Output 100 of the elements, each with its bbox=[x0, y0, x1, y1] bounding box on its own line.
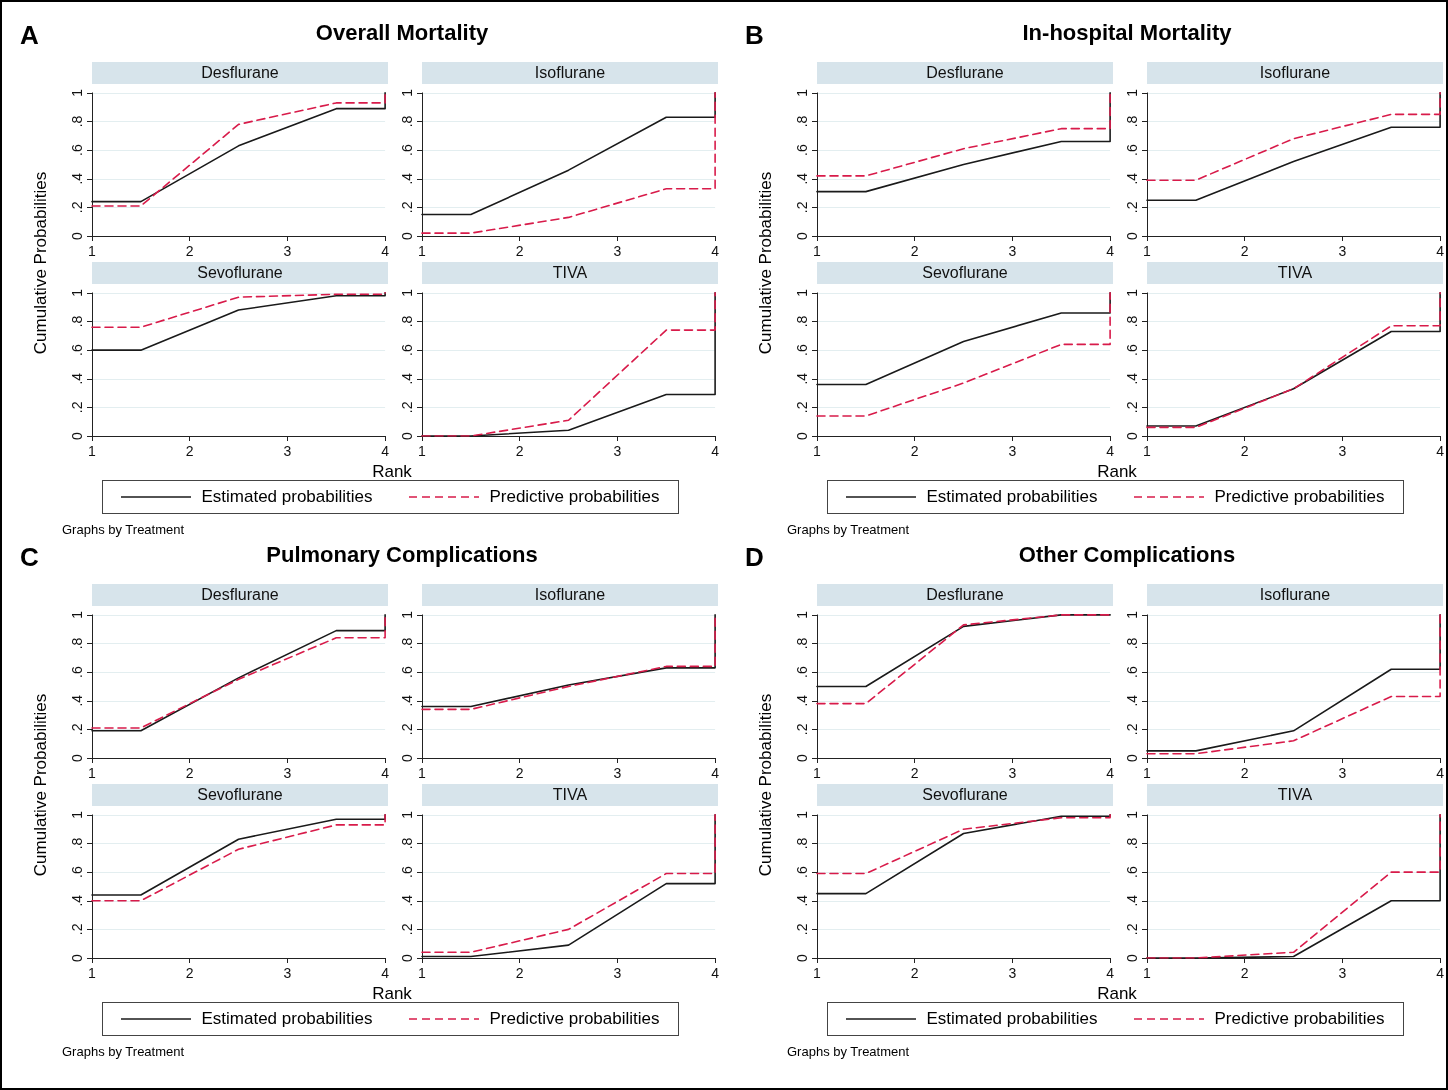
y-tick-label: .2 bbox=[794, 201, 810, 214]
x-tick-label: 3 bbox=[1338, 765, 1347, 781]
x-tick-label: 2 bbox=[910, 443, 919, 459]
y-tick-label: 0 bbox=[1124, 953, 1140, 962]
x-tick-label: 2 bbox=[1240, 243, 1249, 259]
y-tick-label: 1 bbox=[1124, 810, 1140, 819]
y-tick-label: 1 bbox=[794, 88, 810, 97]
y-tick-label: .4 bbox=[399, 694, 415, 707]
y-tick-label: .2 bbox=[1124, 401, 1140, 414]
x-tick-label: 2 bbox=[515, 443, 524, 459]
x-tick-label: 2 bbox=[185, 443, 194, 459]
x-axis-title: Rank bbox=[1096, 462, 1138, 482]
x-tick-label: 3 bbox=[1008, 443, 1017, 459]
x-axis-title: Rank bbox=[371, 462, 413, 482]
text: B bbox=[745, 20, 764, 51]
text: Graphs by Treatment bbox=[62, 1044, 185, 1059]
y-tick-label: 1 bbox=[1124, 610, 1140, 619]
y-tick-label: 0 bbox=[69, 753, 85, 762]
y-tick-label: .6 bbox=[1124, 866, 1140, 878]
x-tick-label: 2 bbox=[185, 243, 194, 259]
y-tick-label: .2 bbox=[399, 923, 415, 936]
y-tick-label: .6 bbox=[399, 144, 415, 156]
y-tick-label: .6 bbox=[1124, 344, 1140, 356]
y-tick-label: .2 bbox=[399, 401, 415, 414]
x-tick-label: 1 bbox=[813, 443, 822, 459]
x-tick-label: 4 bbox=[381, 243, 390, 259]
y-tick-label: .6 bbox=[69, 866, 85, 878]
x-tick-label: 1 bbox=[1143, 243, 1152, 259]
text: Graphs by Treatment bbox=[787, 522, 910, 537]
x-tick-label: 4 bbox=[1106, 765, 1115, 781]
y-tick-label: .6 bbox=[69, 344, 85, 356]
y-tick-label: .8 bbox=[69, 315, 85, 328]
y-tick-label: 1 bbox=[399, 88, 415, 97]
y-tick-label: .4 bbox=[399, 894, 415, 907]
chart-title: TIVA bbox=[422, 784, 718, 806]
legend-label: Estimated probabilities bbox=[201, 487, 373, 507]
text: Pulmonary Complications bbox=[266, 542, 538, 567]
x-tick-label: 1 bbox=[418, 443, 427, 459]
chart-title: Sevoflurane bbox=[92, 262, 388, 284]
y-axis-title: Cumulative Probabilities bbox=[756, 692, 776, 879]
chart-title: Isoflurane bbox=[422, 584, 718, 606]
y-tick-label: .6 bbox=[1124, 666, 1140, 678]
x-tick-label: 4 bbox=[1436, 443, 1445, 459]
x-tick-label: 4 bbox=[711, 243, 720, 259]
y-tick-label: .4 bbox=[69, 372, 85, 385]
chart-title: Desflurane bbox=[817, 584, 1113, 606]
y-tick-label: 1 bbox=[399, 288, 415, 297]
y-tick-label: 1 bbox=[794, 288, 810, 297]
y-tick-label: .4 bbox=[794, 894, 810, 907]
y-tick-label: .2 bbox=[1124, 723, 1140, 736]
chart-title: TIVA bbox=[422, 262, 718, 284]
x-axis-title: Rank bbox=[1096, 984, 1138, 1004]
y-tick-label: 0 bbox=[69, 431, 85, 440]
y-tick-label: .4 bbox=[794, 172, 810, 185]
y-tick-label: 1 bbox=[399, 610, 415, 619]
y-tick-label: .2 bbox=[69, 923, 85, 936]
chart-title: Desflurane bbox=[92, 584, 388, 606]
y-tick-label: 0 bbox=[794, 953, 810, 962]
y-tick-label: .2 bbox=[69, 723, 85, 736]
y-tick-label: .8 bbox=[69, 637, 85, 650]
y-tick-label: .8 bbox=[1124, 315, 1140, 328]
x-tick-label: 4 bbox=[1436, 243, 1445, 259]
y-tick-label: .2 bbox=[399, 201, 415, 214]
y-tick-label: .6 bbox=[794, 666, 810, 678]
y-tick-label: .2 bbox=[69, 201, 85, 214]
y-tick-label: 1 bbox=[1124, 288, 1140, 297]
y-tick-label: .2 bbox=[69, 401, 85, 414]
y-tick-label: 0 bbox=[69, 953, 85, 962]
x-tick-label: 2 bbox=[910, 965, 919, 981]
y-tick-label: 1 bbox=[69, 88, 85, 97]
y-tick-label: .8 bbox=[1124, 637, 1140, 650]
x-tick-label: 3 bbox=[613, 765, 622, 781]
y-tick-label: .8 bbox=[794, 837, 810, 850]
y-tick-label: 0 bbox=[399, 753, 415, 762]
y-tick-label: 0 bbox=[1124, 231, 1140, 240]
x-tick-label: 4 bbox=[1436, 765, 1445, 781]
x-tick-label: 4 bbox=[1106, 965, 1115, 981]
y-tick-label: .6 bbox=[399, 344, 415, 356]
text: D bbox=[745, 542, 764, 573]
y-tick-label: .4 bbox=[1124, 372, 1140, 385]
x-tick-label: 3 bbox=[1008, 243, 1017, 259]
x-tick-label: 3 bbox=[283, 765, 292, 781]
y-tick-label: .2 bbox=[399, 723, 415, 736]
x-tick-label: 1 bbox=[88, 243, 97, 259]
x-tick-label: 1 bbox=[418, 243, 427, 259]
y-tick-label: .4 bbox=[794, 694, 810, 707]
y-tick-label: .8 bbox=[399, 315, 415, 328]
legend-label: Predictive probabilities bbox=[1214, 487, 1385, 507]
x-tick-label: 3 bbox=[1008, 965, 1017, 981]
x-tick-label: 2 bbox=[1240, 965, 1249, 981]
x-tick-label: 3 bbox=[1338, 243, 1347, 259]
x-tick-label: 1 bbox=[813, 765, 822, 781]
y-tick-label: 0 bbox=[69, 231, 85, 240]
y-tick-label: .6 bbox=[69, 666, 85, 678]
x-tick-label: 3 bbox=[1338, 965, 1347, 981]
x-tick-label: 3 bbox=[613, 965, 622, 981]
y-tick-label: 1 bbox=[794, 610, 810, 619]
text: Graphs by Treatment bbox=[62, 522, 185, 537]
legend-label: Estimated probabilities bbox=[201, 1009, 373, 1029]
y-tick-label: 0 bbox=[794, 753, 810, 762]
